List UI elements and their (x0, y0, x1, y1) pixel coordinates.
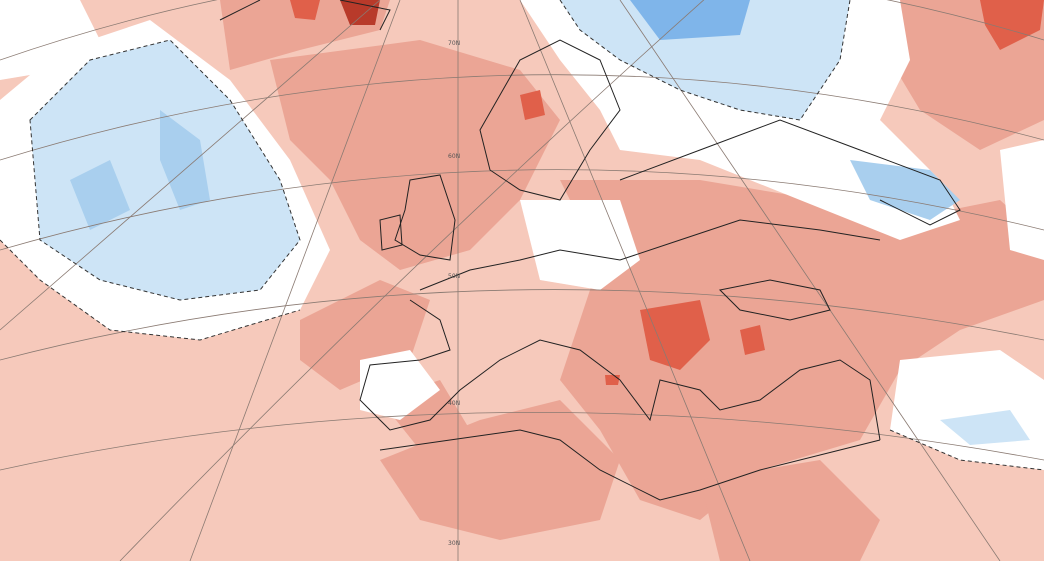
latitude-label: 50N (448, 273, 460, 280)
latitude-label: 40N (448, 400, 460, 407)
latitude-labels: 70N 60N 50N 40N 30N (448, 40, 460, 547)
warm-anomaly-strong (290, 0, 1044, 385)
coastlines (219, 0, 961, 501)
latitude-label: 30N (448, 540, 460, 547)
anomaly-contours (0, 0, 1044, 471)
latitude-label: 70N (448, 40, 460, 47)
latitude-label: 60N (448, 153, 460, 160)
cool-anomaly-light (0, 0, 1044, 470)
